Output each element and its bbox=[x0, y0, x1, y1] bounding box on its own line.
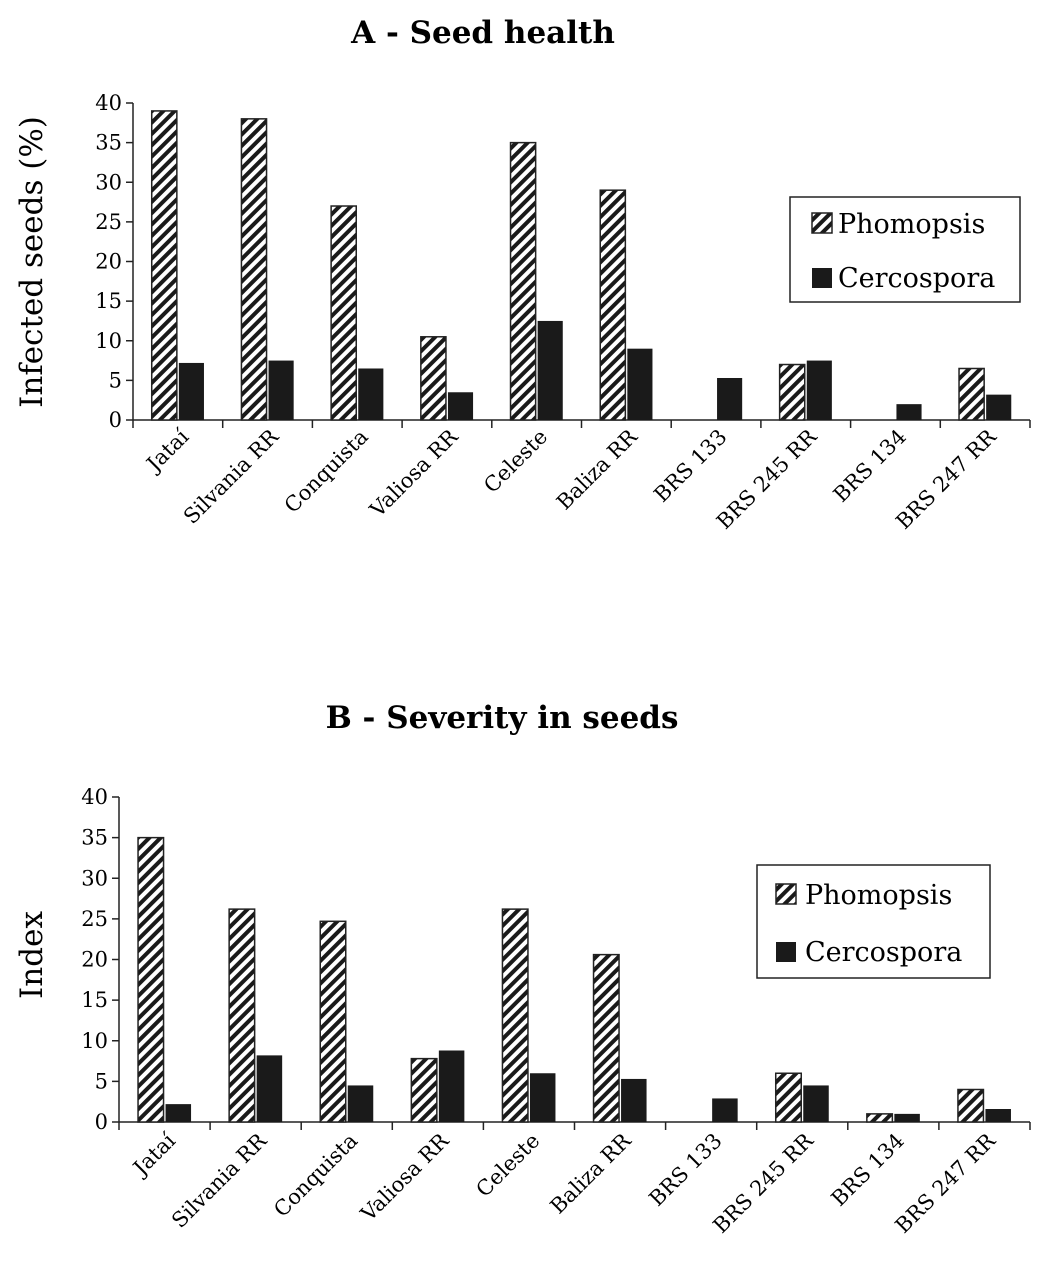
chart-b-legend-swatch-cercospora bbox=[776, 942, 796, 962]
chart-b-bar-phomopsis bbox=[319, 920, 347, 1123]
chart-b-category-label: BRS 134 bbox=[827, 1129, 909, 1211]
chart-a-y-tick-label: 20 bbox=[95, 250, 122, 274]
chart-a-bar-phomopsis bbox=[150, 110, 178, 421]
chart-b-y-axis-label: Index bbox=[14, 911, 50, 999]
chart-a-bar-cercospora bbox=[268, 360, 294, 420]
chart-a-y-tick-label: 15 bbox=[95, 289, 122, 313]
chart-a-bar-phomopsis bbox=[778, 363, 806, 421]
chart-b-bar-cercospora bbox=[985, 1109, 1011, 1122]
chart-a-y-tick-label: 30 bbox=[95, 170, 122, 194]
chart-a-bar-phomopsis bbox=[509, 141, 537, 421]
chart-b-legend-swatch-phomopsis bbox=[775, 883, 797, 905]
chart-b-bar-phomopsis bbox=[501, 908, 529, 1123]
chart-b-bar-phomopsis bbox=[592, 953, 620, 1123]
chart-a-y-tick-label: 40 bbox=[95, 91, 122, 115]
chart-a-category-label: Valiosa RR bbox=[365, 424, 464, 523]
chart-b-y-tick-label: 15 bbox=[81, 988, 108, 1012]
chart-a: A - Seed health Infected seeds (%) 0 5 10 1… bbox=[14, 15, 1031, 534]
chart-a-bar-phomopsis bbox=[420, 336, 447, 421]
chart-a-legend-swatch-phomopsis bbox=[811, 212, 833, 234]
chart-b-legend-phomopsis: Phomopsis bbox=[805, 880, 952, 911]
chart-b-title: B - Severity in seeds bbox=[326, 700, 679, 736]
chart-b-legend-cercospora: Cercospora bbox=[805, 937, 962, 968]
chart-b-bar-cercospora bbox=[347, 1085, 374, 1122]
chart-b-category-label: BRS 133 bbox=[644, 1129, 726, 1211]
chart-b-category-label: Celeste bbox=[471, 1129, 544, 1202]
chart-b-category-label: Baliza RR bbox=[546, 1128, 637, 1219]
chart-a-bar-phomopsis bbox=[958, 367, 985, 421]
chart-a-bar-cercospora bbox=[717, 377, 743, 420]
chart-b-y-tick-label: 5 bbox=[95, 1069, 108, 1093]
chart-a-legend-cercospora: Cercospora bbox=[838, 263, 995, 294]
chart-a-legend: Phomopsis Cercospora bbox=[789, 196, 1021, 303]
chart-b-bar-cercospora bbox=[712, 1098, 738, 1122]
chart-b-y-tick-label: 20 bbox=[81, 948, 108, 972]
chart-a-y-tick-label: 5 bbox=[109, 368, 122, 392]
chart-a-bar-cercospora bbox=[986, 394, 1012, 420]
chart-b-y-tick-label: 25 bbox=[81, 907, 108, 931]
chart-b-y-tick-label: 40 bbox=[81, 785, 108, 809]
chart-a-legend-phomopsis: Phomopsis bbox=[838, 209, 985, 240]
chart-a-y-tick-label: 0 bbox=[109, 408, 122, 432]
chart-b-y-tick-label: 35 bbox=[81, 826, 108, 850]
chart-b-bar-cercospora bbox=[438, 1050, 465, 1122]
chart-a-y-tick-label: 35 bbox=[95, 131, 122, 155]
chart-a-category-label: BRS 134 bbox=[829, 425, 911, 507]
chart-a-legend-swatch-cercospora bbox=[812, 268, 832, 288]
chart-b-bar-phomopsis bbox=[866, 1113, 894, 1123]
chart-a-category-label: Baliza RR bbox=[552, 424, 643, 515]
chart-a-bar-phomopsis bbox=[330, 205, 358, 421]
chart-a-category-label: Jataí bbox=[141, 424, 194, 477]
chart-a-bar-cercospora bbox=[896, 404, 922, 420]
chart-a-title: A - Seed health bbox=[350, 15, 615, 51]
chart-a-bar-cercospora bbox=[537, 320, 563, 420]
chart-a-category-label: Celeste bbox=[479, 425, 552, 498]
chart-a-bar-phomopsis bbox=[599, 189, 627, 421]
chart-a-category-label: BRS 133 bbox=[649, 425, 731, 507]
chart-a-bar-cercospora bbox=[447, 392, 474, 420]
chart-a-y-tick-label: 10 bbox=[95, 329, 122, 353]
chart-a-bar-cercospora bbox=[358, 368, 384, 420]
chart-b-y-tick-label: 10 bbox=[81, 1029, 108, 1053]
chart-a-bar-cercospora bbox=[806, 360, 832, 420]
chart-b-bar-phomopsis bbox=[774, 1072, 803, 1123]
chart-a-category-label: Conquista bbox=[280, 425, 373, 518]
chart-b-category-label: Jataí bbox=[127, 1128, 180, 1181]
chart-b-category-label: Silvania RR bbox=[167, 1128, 272, 1233]
chart-b-bar-cercospora bbox=[621, 1078, 647, 1122]
chart-a-bar-cercospora bbox=[627, 348, 653, 420]
chart-b-bar-cercospora bbox=[529, 1073, 556, 1122]
chart-b: B - Severity in seeds Index 0 5 10 15 20 25 30… bbox=[14, 700, 1031, 1238]
chart-b-bar-cercospora bbox=[256, 1055, 283, 1122]
chart-b-legend: Phomopsis Cercospora bbox=[756, 864, 991, 979]
chart-b-bar-phomopsis bbox=[228, 908, 256, 1123]
chart-b-bar-phomopsis bbox=[410, 1057, 438, 1123]
chart-b-y-tick-label: 0 bbox=[95, 1110, 108, 1134]
chart-b-bar-phomopsis bbox=[957, 1088, 985, 1123]
chart-a-y-axis-label: Infected seeds (%) bbox=[14, 116, 50, 408]
chart-b-bar-cercospora bbox=[894, 1113, 920, 1122]
chart-b-bar-phomopsis bbox=[137, 836, 165, 1123]
chart-b-bar-cercospora bbox=[803, 1085, 829, 1122]
chart-b-y-tick-label: 30 bbox=[81, 866, 108, 890]
chart-b-category-label: Conquista bbox=[269, 1129, 362, 1222]
chart-a-category-label: Silvania RR bbox=[179, 424, 284, 529]
chart-a-y-tick-label: 25 bbox=[95, 210, 122, 234]
chart-a-bar-cercospora bbox=[178, 362, 204, 420]
chart-b-bar-cercospora bbox=[165, 1104, 192, 1122]
chart-a-bar-phomopsis bbox=[240, 118, 268, 421]
chart-b-category-label: Valiosa RR bbox=[355, 1128, 454, 1227]
